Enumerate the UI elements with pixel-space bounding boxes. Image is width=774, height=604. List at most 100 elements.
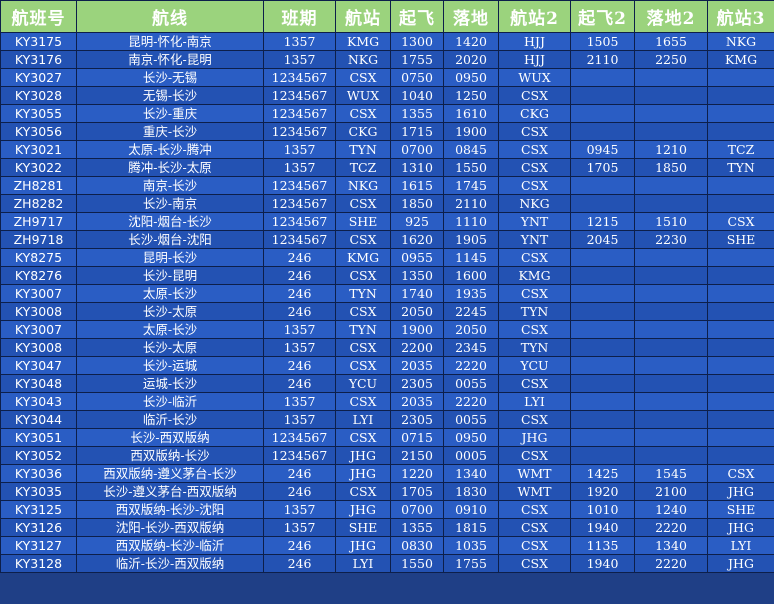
- cell-station-1[interactable]: CKG: [335, 122, 391, 141]
- cell-arrival-2[interactable]: [634, 176, 708, 195]
- cell-departure-2[interactable]: 1010: [570, 500, 635, 519]
- cell-station-3[interactable]: [707, 320, 774, 339]
- cell-station-2[interactable]: YNT: [498, 230, 571, 249]
- cell-arrival-2[interactable]: 1210: [634, 140, 708, 159]
- cell-departure-1[interactable]: 1220: [390, 464, 444, 483]
- cell-departure-2[interactable]: 1705: [570, 158, 635, 177]
- cell-route[interactable]: 长沙-烟台-沈阳: [76, 230, 264, 249]
- cell-departure-1[interactable]: 1550: [390, 554, 444, 573]
- cell-flight-number[interactable]: KY3008: [0, 338, 77, 357]
- cell-arrival-1[interactable]: 1600: [443, 266, 499, 285]
- cell-station-3[interactable]: LYI: [707, 536, 774, 555]
- cell-station-3[interactable]: SHE: [707, 500, 774, 519]
- cell-arrival-1[interactable]: 1420: [443, 32, 499, 51]
- cell-flight-number[interactable]: KY3035: [0, 482, 77, 501]
- cell-arrival-2[interactable]: [634, 248, 708, 267]
- cell-flight-number[interactable]: KY3056: [0, 122, 77, 141]
- cell-departure-1[interactable]: 2035: [390, 392, 444, 411]
- cell-flight-number[interactable]: KY3044: [0, 410, 77, 429]
- header-departure-1[interactable]: 起飞: [390, 0, 444, 33]
- cell-departure-1[interactable]: 1310: [390, 158, 444, 177]
- cell-station-1[interactable]: CSX: [335, 356, 391, 375]
- cell-departure-1[interactable]: 1040: [390, 86, 444, 105]
- cell-flight-number[interactable]: KY3127: [0, 536, 77, 555]
- cell-route[interactable]: 昆明-长沙: [76, 248, 264, 267]
- cell-station-1[interactable]: TYN: [335, 284, 391, 303]
- cell-flight-number[interactable]: KY3052: [0, 446, 77, 465]
- cell-station-3[interactable]: [707, 392, 774, 411]
- cell-departure-2[interactable]: [570, 320, 635, 339]
- cell-schedule-days[interactable]: 1357: [263, 158, 336, 177]
- cell-arrival-1[interactable]: 1755: [443, 554, 499, 573]
- cell-flight-number[interactable]: KY3007: [0, 284, 77, 303]
- cell-departure-1[interactable]: 2200: [390, 338, 444, 357]
- cell-station-1[interactable]: KMG: [335, 32, 391, 51]
- cell-departure-2[interactable]: [570, 176, 635, 195]
- cell-departure-2[interactable]: 1505: [570, 32, 635, 51]
- cell-station-1[interactable]: CSX: [335, 392, 391, 411]
- cell-schedule-days[interactable]: 1357: [263, 392, 336, 411]
- cell-station-3[interactable]: CSX: [707, 464, 774, 483]
- cell-arrival-1[interactable]: 2110: [443, 194, 499, 213]
- cell-departure-2[interactable]: [570, 446, 635, 465]
- cell-arrival-2[interactable]: [634, 356, 708, 375]
- cell-route[interactable]: 南京-长沙: [76, 176, 264, 195]
- cell-arrival-2[interactable]: [634, 86, 708, 105]
- cell-departure-1[interactable]: 0750: [390, 68, 444, 87]
- cell-schedule-days[interactable]: 1357: [263, 320, 336, 339]
- cell-arrival-2[interactable]: 1850: [634, 158, 708, 177]
- cell-departure-1[interactable]: 0955: [390, 248, 444, 267]
- cell-arrival-2[interactable]: 2220: [634, 518, 708, 537]
- cell-arrival-1[interactable]: 2050: [443, 320, 499, 339]
- cell-arrival-1[interactable]: 1905: [443, 230, 499, 249]
- cell-departure-1[interactable]: 2150: [390, 446, 444, 465]
- cell-schedule-days[interactable]: 246: [263, 266, 336, 285]
- cell-flight-number[interactable]: KY3008: [0, 302, 77, 321]
- cell-schedule-days[interactable]: 1357: [263, 32, 336, 51]
- cell-station-1[interactable]: CSX: [335, 266, 391, 285]
- cell-arrival-1[interactable]: 2245: [443, 302, 499, 321]
- cell-arrival-1[interactable]: 0055: [443, 374, 499, 393]
- cell-arrival-2[interactable]: [634, 320, 708, 339]
- cell-arrival-2[interactable]: [634, 266, 708, 285]
- cell-station-2[interactable]: CSX: [498, 410, 571, 429]
- cell-flight-number[interactable]: KY3028: [0, 86, 77, 105]
- cell-route[interactable]: 长沙-太原: [76, 302, 264, 321]
- cell-station-3[interactable]: [707, 338, 774, 357]
- cell-station-2[interactable]: CSX: [498, 446, 571, 465]
- cell-departure-2[interactable]: 2110: [570, 50, 635, 69]
- cell-route[interactable]: 长沙-昆明: [76, 266, 264, 285]
- cell-departure-2[interactable]: 1215: [570, 212, 635, 231]
- cell-station-1[interactable]: CSX: [335, 302, 391, 321]
- cell-station-2[interactable]: YCU: [498, 356, 571, 375]
- cell-arrival-2[interactable]: [634, 68, 708, 87]
- cell-schedule-days[interactable]: 1234567: [263, 212, 336, 231]
- cell-departure-2[interactable]: 1920: [570, 482, 635, 501]
- cell-schedule-days[interactable]: 246: [263, 356, 336, 375]
- cell-station-3[interactable]: JHG: [707, 482, 774, 501]
- cell-station-2[interactable]: CSX: [498, 536, 571, 555]
- cell-arrival-1[interactable]: 1745: [443, 176, 499, 195]
- cell-departure-1[interactable]: 1355: [390, 104, 444, 123]
- cell-schedule-days[interactable]: 246: [263, 248, 336, 267]
- cell-flight-number[interactable]: KY3125: [0, 500, 77, 519]
- cell-station-1[interactable]: YCU: [335, 374, 391, 393]
- header-departure-2[interactable]: 起飞2: [570, 0, 635, 33]
- cell-station-2[interactable]: CSX: [498, 122, 571, 141]
- cell-station-1[interactable]: CSX: [335, 338, 391, 357]
- cell-station-3[interactable]: [707, 194, 774, 213]
- cell-departure-1[interactable]: 1740: [390, 284, 444, 303]
- cell-route[interactable]: 长沙-遵义茅台-西双版纳: [76, 482, 264, 501]
- cell-arrival-1[interactable]: 1610: [443, 104, 499, 123]
- cell-station-1[interactable]: SHE: [335, 212, 391, 231]
- cell-departure-1[interactable]: 2305: [390, 374, 444, 393]
- cell-arrival-1[interactable]: 1035: [443, 536, 499, 555]
- cell-departure-2[interactable]: [570, 194, 635, 213]
- cell-station-2[interactable]: HJJ: [498, 50, 571, 69]
- cell-station-1[interactable]: TCZ: [335, 158, 391, 177]
- cell-arrival-2[interactable]: 1655: [634, 32, 708, 51]
- cell-route[interactable]: 运城-长沙: [76, 374, 264, 393]
- cell-arrival-1[interactable]: 1110: [443, 212, 499, 231]
- cell-station-3[interactable]: NKG: [707, 32, 774, 51]
- cell-flight-number[interactable]: KY3055: [0, 104, 77, 123]
